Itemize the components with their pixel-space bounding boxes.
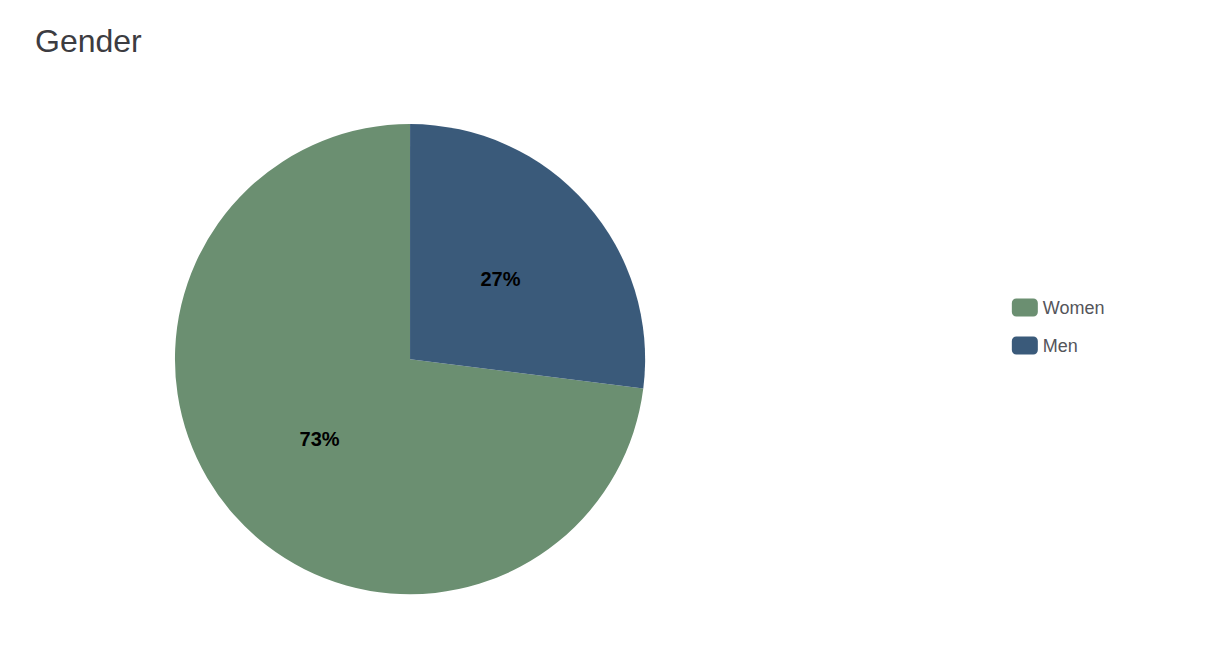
svg-text:Women: Women (1043, 298, 1105, 318)
svg-text:Men: Men (1043, 336, 1078, 356)
svg-text:27%: 27% (480, 268, 520, 290)
svg-text:73%: 73% (300, 428, 340, 450)
svg-text:Gender: Gender (35, 23, 142, 59)
